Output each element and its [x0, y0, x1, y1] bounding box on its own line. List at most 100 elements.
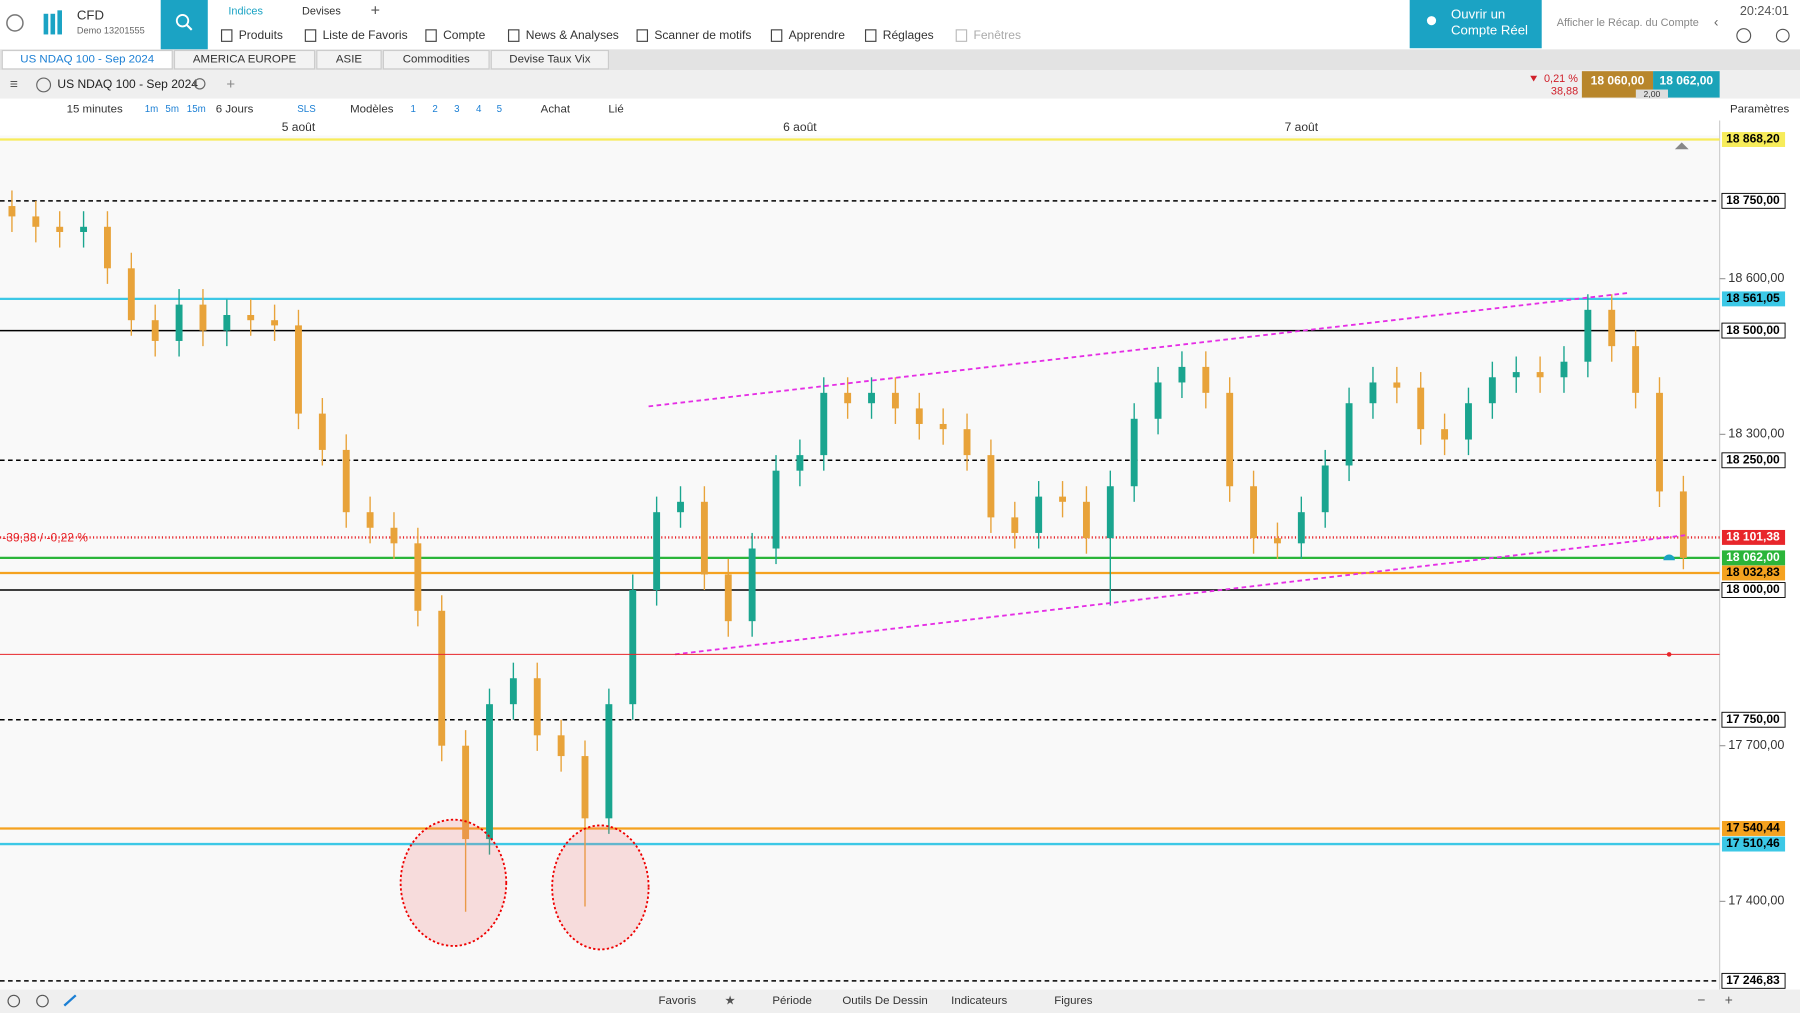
toolbar-item[interactable]: Paramètres	[1730, 104, 1790, 116]
bid: 18 060,00	[1591, 74, 1645, 88]
level-label-box	[1721, 821, 1786, 836]
toolbar-item[interactable]: 3	[454, 104, 459, 115]
toolbar-item[interactable]: 15m	[187, 104, 206, 115]
candle-body	[700, 501, 708, 575]
candle-body	[1345, 403, 1353, 466]
position-icon[interactable]	[1663, 554, 1675, 561]
candle-body	[772, 470, 780, 549]
toolbar-item[interactable]: 5m	[165, 104, 179, 115]
menu-item[interactable]: Réglages	[883, 28, 934, 42]
candle-body	[677, 501, 684, 513]
brand: CFD	[77, 8, 104, 23]
level-label: 18 101,38	[1726, 530, 1780, 544]
footer-item[interactable]: Indicateurs	[951, 995, 1007, 1007]
menu-item[interactable]: Fenêtres	[973, 28, 1021, 42]
candle-body	[127, 268, 135, 321]
toolbar-item[interactable]: 1m	[145, 104, 159, 115]
candle-body	[509, 678, 517, 705]
toolbar-item[interactable]: 6 Jours	[216, 104, 254, 116]
menu-item[interactable]: Produits	[239, 28, 283, 42]
footer-item[interactable]: Favoris	[658, 995, 696, 1007]
candle-body	[1584, 309, 1592, 362]
watchlist-tab[interactable]	[316, 49, 382, 70]
search-button[interactable]	[160, 0, 208, 50]
collapse[interactable]: ‹	[1714, 15, 1719, 30]
tab[interactable]: Indices	[228, 5, 263, 17]
footer-item[interactable]: Figures	[1054, 995, 1093, 1007]
stop-marker[interactable]	[1666, 652, 1672, 657]
candle-body	[199, 304, 207, 331]
candle-body	[486, 704, 493, 840]
star-icon[interactable]: ★	[724, 993, 735, 1007]
watchlist-label: Devise Taux Vix	[509, 54, 590, 66]
trend-line[interactable]	[648, 291, 1631, 408]
toolbar-item[interactable]: 4	[476, 104, 482, 115]
add-chart[interactable]: +	[226, 76, 235, 93]
level-label-box	[1721, 291, 1786, 307]
level-label: 17 540,44	[1726, 821, 1780, 835]
candle-body	[653, 512, 661, 591]
candle-body	[223, 315, 231, 331]
candle-body	[1465, 403, 1472, 440]
candle-body	[175, 304, 183, 341]
watchlist-tab[interactable]	[490, 49, 609, 70]
menu-item[interactable]: Apprendre	[789, 28, 846, 42]
power-icon[interactable]	[1775, 28, 1790, 43]
menu-item[interactable]: Scanner de motifs	[654, 28, 751, 42]
menu-icon	[636, 29, 649, 42]
watchlist-tab[interactable]	[173, 49, 316, 70]
watchlist-tab[interactable]	[382, 49, 490, 70]
highlight-circle[interactable]	[551, 824, 650, 951]
candle-body	[1202, 366, 1210, 393]
candle-body	[748, 548, 756, 622]
menu-item[interactable]: Compte	[443, 28, 485, 42]
menu-item[interactable]: Liste de Favoris	[323, 28, 408, 42]
toolbar-item[interactable]: Modèles	[350, 104, 394, 116]
clear-icon[interactable]	[36, 994, 49, 1008]
toolbar-item[interactable]: 1	[411, 104, 416, 115]
trend-line[interactable]	[674, 534, 1688, 656]
level-label-box	[1721, 711, 1786, 728]
zoom-out[interactable]: −	[1697, 993, 1705, 1008]
info-icon[interactable]	[1736, 28, 1752, 44]
menu-icon	[507, 29, 520, 42]
level-label: 18 500,00	[1726, 323, 1780, 337]
recap-link[interactable]: Afficher le Récap. du Compte	[1557, 17, 1699, 29]
add-tab[interactable]: +	[371, 2, 380, 20]
candle-body	[1560, 361, 1568, 378]
alert-icon[interactable]	[1674, 142, 1689, 150]
menu-item[interactable]: News & Analyses	[526, 28, 619, 42]
refresh-icon[interactable]	[7, 994, 21, 1008]
y-tick-label: 18 600,00	[1728, 271, 1784, 285]
menu-icon[interactable]: ≡	[10, 77, 18, 92]
candle-body	[1536, 372, 1544, 378]
toolbar-item[interactable]: 2	[432, 104, 437, 115]
candle-body	[796, 455, 804, 471]
footer-item[interactable]: Outils De Dessin	[842, 995, 927, 1007]
x-tick-label: 5 août	[282, 120, 316, 134]
candle-body	[891, 392, 899, 409]
level-label: 18 750,00	[1726, 193, 1780, 207]
candle-body	[318, 413, 326, 450]
level-label: 18 561,05	[1726, 291, 1780, 305]
watchlist-tab[interactable]	[1, 49, 173, 70]
toolbar-item[interactable]: 5	[497, 104, 503, 115]
highlight-circle[interactable]	[399, 818, 508, 947]
tab[interactable]: Devises	[302, 5, 341, 17]
candle-body	[32, 216, 40, 227]
footer-item[interactable]: Période	[772, 995, 812, 1007]
toolbar-item[interactable]: 15 minutes	[67, 104, 123, 116]
toolbar-item[interactable]: Achat	[541, 104, 571, 116]
spread-box	[1635, 89, 1668, 99]
toolbar-item[interactable]: SLS	[297, 104, 316, 115]
candle-body	[581, 756, 589, 819]
zoom-in[interactable]: +	[1725, 993, 1733, 1008]
clock: 20:24:01	[1740, 4, 1789, 18]
draw-icon[interactable]	[63, 994, 77, 1007]
candle-body	[820, 392, 828, 456]
y-tick-label: 18 300,00	[1728, 427, 1784, 441]
menu-icon	[304, 29, 317, 42]
search-icon[interactable]	[194, 78, 206, 90]
toolbar-item[interactable]: Lié	[608, 104, 623, 116]
user-icon[interactable]	[6, 14, 24, 32]
